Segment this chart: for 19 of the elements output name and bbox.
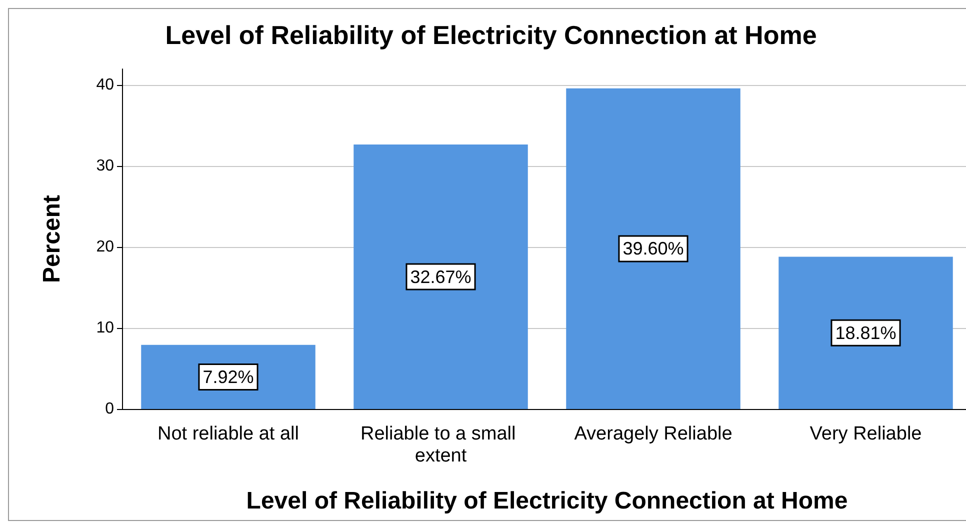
x-axis-title: Level of Reliability of Electricity Connection at Home xyxy=(246,488,848,514)
data-label: 18.81% xyxy=(835,322,896,343)
y-tick-label: 30 xyxy=(96,158,114,175)
x-tick-label: Averagely Reliable xyxy=(574,424,732,444)
bar xyxy=(354,144,528,409)
data-label: 39.60% xyxy=(622,238,684,259)
bar xyxy=(778,256,953,409)
y-tick-label: 10 xyxy=(96,320,114,337)
chart-title: Level of Reliability of Electricity Connection at Home xyxy=(165,20,817,50)
y-axis-title: Percent xyxy=(38,194,66,284)
data-label: 32.67% xyxy=(410,266,472,287)
y-tick-label: 40 xyxy=(96,76,114,94)
x-tick-label: Not reliable at all xyxy=(157,424,300,444)
y-tick-label: 0 xyxy=(105,400,114,418)
data-label: 7.92% xyxy=(202,366,254,387)
x-tick-label: Very Reliable xyxy=(810,424,922,444)
x-tick-label: Reliable to a small extent xyxy=(360,424,522,466)
bar xyxy=(566,88,740,409)
y-tick-label: 20 xyxy=(96,238,114,256)
